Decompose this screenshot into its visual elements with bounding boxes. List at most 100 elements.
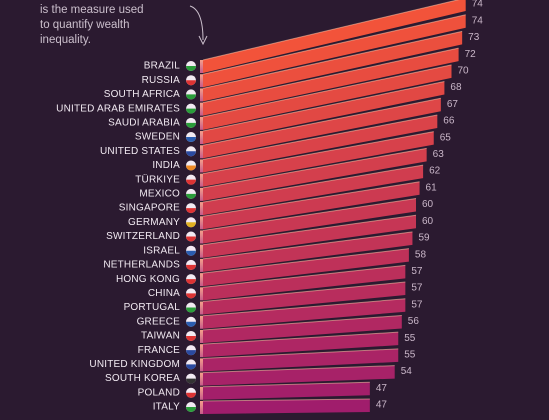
- flag-color: [186, 279, 196, 285]
- value-label: 47: [376, 400, 388, 411]
- bar-highlight: [202, 47, 459, 104]
- bar: [203, 265, 406, 301]
- flag-color: [186, 193, 196, 199]
- bar-highlight: [202, 14, 466, 75]
- bar: [203, 399, 370, 414]
- bar-front: [200, 145, 203, 159]
- bar-highlight: [202, 248, 409, 274]
- flag-color: [186, 137, 196, 143]
- flag-color: [186, 122, 196, 128]
- flag-color: [186, 66, 196, 71]
- country-label: BRAZIL: [144, 61, 180, 72]
- bar-highlight: [202, 181, 420, 217]
- value-label: 55: [404, 333, 416, 344]
- country-label: MEXICO: [139, 189, 180, 200]
- subtitle-line: inequality.: [40, 34, 91, 46]
- bar-highlight: [202, 331, 399, 345]
- bar-front: [200, 187, 203, 201]
- bar-highlight: [202, 281, 406, 303]
- country-label: UNITED STATES: [100, 146, 180, 157]
- bar-front: [200, 315, 203, 329]
- bar-front: [200, 244, 203, 258]
- bar-highlight: [202, 131, 434, 175]
- bar: [203, 114, 438, 173]
- bar: [203, 0, 466, 73]
- country-label: SOUTH AFRICA: [104, 89, 180, 100]
- value-label: 60: [422, 216, 434, 227]
- country-label: TÜRKIYE: [135, 173, 180, 185]
- country-label: NETHERLANDS: [103, 260, 180, 271]
- flag-color: [186, 364, 196, 370]
- value-label: 56: [408, 316, 420, 327]
- country-label: UNITED ARAB EMIRATES: [56, 103, 180, 114]
- bar-front: [200, 386, 203, 400]
- bar-front: [200, 401, 203, 414]
- value-label: 59: [418, 233, 430, 244]
- value-label: 57: [411, 266, 423, 277]
- bar-front: [200, 88, 203, 102]
- bar: [203, 248, 409, 287]
- bar-highlight: [202, 231, 413, 260]
- bar: [203, 64, 452, 130]
- bar-highlight: [202, 64, 452, 118]
- bar-front: [200, 344, 203, 358]
- bar: [203, 215, 416, 258]
- bar: [203, 148, 427, 201]
- bar-highlight: [202, 30, 463, 89]
- country-label: FRANCE: [138, 345, 180, 356]
- bar: [203, 181, 420, 230]
- bar: [203, 365, 395, 386]
- value-label: 55: [404, 350, 416, 361]
- bar-highlight: [202, 114, 438, 160]
- bar-front: [200, 173, 203, 187]
- value-label: 67: [447, 99, 459, 110]
- value-label: 60: [422, 199, 434, 210]
- bar-front: [200, 202, 203, 216]
- country-label: GREECE: [137, 316, 181, 327]
- value-label: 70: [458, 65, 470, 76]
- bar-front: [200, 116, 203, 130]
- flag-color: [186, 108, 196, 114]
- bar-front: [200, 358, 203, 372]
- flag-color: [186, 165, 196, 171]
- bar-highlight: [202, 365, 395, 374]
- bar-front: [200, 329, 203, 343]
- bar-front: [200, 131, 203, 145]
- value-label: 58: [415, 249, 427, 260]
- bar: [203, 198, 416, 244]
- value-label: 68: [450, 82, 462, 93]
- bar-front: [200, 273, 203, 287]
- flag-color: [186, 151, 196, 157]
- flag-color: [186, 94, 196, 100]
- bar: [203, 282, 406, 315]
- bar-front: [200, 301, 203, 315]
- bars: [200, 0, 466, 414]
- flag-color: [186, 250, 196, 256]
- bar: [203, 332, 399, 358]
- bar: [203, 31, 463, 102]
- bar-highlight: [202, 298, 406, 317]
- flag-color: [186, 350, 196, 356]
- bar: [203, 48, 459, 116]
- country-label: INDIA: [152, 160, 180, 171]
- bar-front: [200, 287, 203, 301]
- country-label: CHINA: [148, 288, 180, 299]
- bar-front: [200, 258, 203, 272]
- value-label: 73: [468, 32, 480, 43]
- pointer-arrow: [189, 5, 204, 41]
- value-label: 74: [472, 0, 484, 10]
- bar-highlight: [202, 81, 445, 132]
- bar: [203, 98, 441, 159]
- bar-front: [200, 60, 203, 73]
- bar-highlight: [202, 164, 424, 203]
- pointer-arrow-head: [198, 35, 208, 46]
- value-label: 63: [433, 149, 445, 160]
- value-label: 57: [411, 283, 423, 294]
- bar: [203, 131, 434, 187]
- country-label: SWITZERLAND: [106, 231, 180, 242]
- country-label: SOUTH KOREA: [105, 373, 180, 384]
- bar-front: [200, 102, 203, 116]
- bar: [203, 165, 424, 216]
- country-label: UNITED KINGDOM: [89, 359, 180, 370]
- flag-color: [186, 321, 196, 327]
